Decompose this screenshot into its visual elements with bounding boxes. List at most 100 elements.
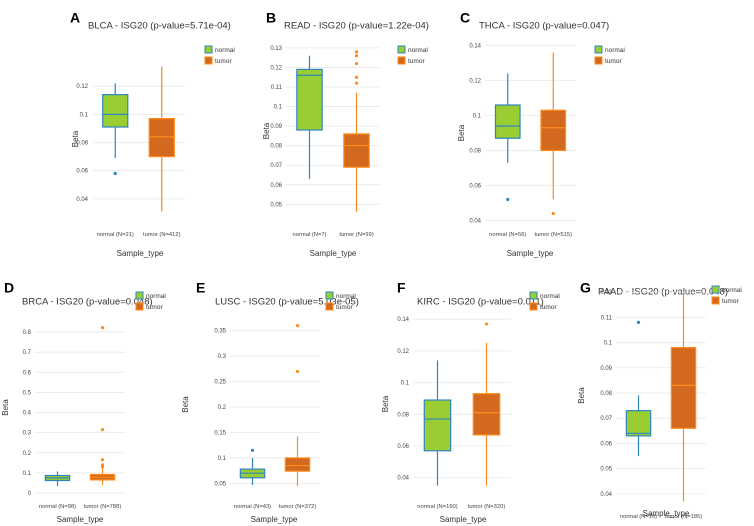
y-axis-label: Beta bbox=[1, 399, 10, 416]
box-iqr[interactable] bbox=[423, 399, 452, 452]
y-axis-label: Beta bbox=[381, 395, 390, 412]
chart-panel-b: B READ - ISG20 (p-value=1.22e-04) 0.05 0.06… bbox=[262, 9, 429, 258]
y-tick-label: 0.1 bbox=[218, 456, 227, 462]
box-tumor[interactable] bbox=[284, 324, 311, 486]
outlier-point[interactable] bbox=[551, 211, 555, 216]
y-tick-label: 0.1 bbox=[80, 112, 89, 118]
outlier-point[interactable] bbox=[250, 448, 255, 452]
x-axis-label: Sample_type bbox=[251, 515, 298, 524]
box-normal[interactable] bbox=[494, 73, 521, 202]
outlier-point[interactable] bbox=[295, 369, 300, 374]
legend-swatch-tumor bbox=[594, 56, 603, 65]
outlier-point[interactable] bbox=[506, 197, 510, 202]
y-tick-label: 0.12 bbox=[469, 79, 481, 85]
y-tick-label: 0.08 bbox=[397, 412, 409, 418]
panel-letter: C bbox=[460, 9, 470, 25]
y-axis-label: Beta bbox=[71, 130, 80, 147]
legend: normal tumor bbox=[594, 45, 625, 65]
box-iqr[interactable] bbox=[148, 117, 175, 158]
y-tick-label: 0.07 bbox=[270, 163, 282, 169]
box-iqr[interactable] bbox=[343, 133, 370, 168]
y-tick-label: 0.04 bbox=[600, 492, 612, 498]
box-tumor[interactable] bbox=[89, 326, 116, 485]
y-tick-label: 0.09 bbox=[600, 366, 612, 372]
y-tick-label: 0.1 bbox=[23, 471, 32, 477]
panel-letter: D bbox=[4, 279, 14, 295]
y-tick-label: 0.2 bbox=[218, 405, 227, 411]
chart-title: READ - ISG20 (p-value=1.22e-04) bbox=[284, 20, 429, 31]
y-tick-label: 0.05 bbox=[214, 481, 226, 487]
box-tumor[interactable] bbox=[148, 66, 175, 212]
y-tick-label: 0.08 bbox=[270, 144, 282, 150]
box-normal[interactable] bbox=[296, 55, 323, 179]
y-tick-label: 0.07 bbox=[600, 416, 612, 422]
outlier-point[interactable] bbox=[100, 458, 105, 462]
outlier-point[interactable] bbox=[354, 54, 359, 58]
y-tick-label: 0.05 bbox=[600, 467, 612, 473]
y-tick-label: 0.06 bbox=[600, 441, 612, 447]
legend-label-normal: normal bbox=[336, 293, 356, 300]
y-tick-label: 0.5 bbox=[23, 390, 32, 396]
y-tick-label: 0.12 bbox=[600, 290, 612, 296]
legend-label-normal: normal bbox=[408, 47, 428, 54]
outlier-point[interactable] bbox=[636, 320, 641, 324]
x-category-label: normal (N=98) bbox=[39, 504, 76, 510]
box-iqr[interactable] bbox=[296, 68, 323, 131]
x-category-label: normal (N=160) bbox=[417, 504, 458, 510]
box-iqr[interactable] bbox=[472, 393, 501, 436]
y-tick-label: 0.08 bbox=[469, 149, 481, 155]
box-iqr[interactable] bbox=[102, 94, 129, 128]
outlier-point[interactable] bbox=[100, 428, 105, 432]
legend-swatch-tumor bbox=[711, 296, 720, 305]
box-normal[interactable] bbox=[44, 471, 71, 486]
outlier-point[interactable] bbox=[484, 322, 489, 326]
outlier-point[interactable] bbox=[295, 324, 300, 328]
x-category-label: normal (N=7) bbox=[293, 232, 327, 238]
box-normal[interactable] bbox=[102, 83, 129, 176]
box-normal[interactable] bbox=[625, 320, 652, 457]
chart-panel-f: F KIRC - ISG20 (p-value=0.011) 0.04 0.06 0.0… bbox=[381, 279, 560, 524]
box-normal[interactable] bbox=[239, 448, 266, 485]
outlier-point[interactable] bbox=[354, 50, 359, 54]
outlier-point[interactable] bbox=[100, 463, 105, 467]
box-tumor[interactable] bbox=[670, 294, 697, 502]
chart-panel-e: E LUSC - ISG20 (p-value=5.03e-05) 0.05 0.1 0… bbox=[181, 279, 359, 524]
box-tumor[interactable] bbox=[343, 50, 370, 213]
legend-label-tumor: tumor bbox=[722, 298, 739, 305]
y-tick-label: 0.13 bbox=[270, 46, 282, 52]
y-tick-label: 0.25 bbox=[214, 380, 226, 386]
x-category-label: tumor (N=372) bbox=[279, 504, 317, 510]
y-tick-label: 0.05 bbox=[270, 202, 282, 208]
box-iqr[interactable] bbox=[540, 109, 567, 152]
chart-panel-c: C THCA - ISG20 (p-value=0.047) 0.04 0.06 0.0… bbox=[457, 9, 625, 258]
y-tick-label: 0.14 bbox=[469, 44, 481, 50]
box-tumor[interactable] bbox=[540, 52, 567, 216]
outlier-point[interactable] bbox=[354, 75, 359, 79]
box-tumor[interactable] bbox=[472, 322, 501, 486]
y-tick-label: 0.04 bbox=[469, 219, 481, 225]
y-tick-label: 0.04 bbox=[397, 476, 409, 482]
legend-label-tumor: tumor bbox=[408, 58, 425, 65]
box-iqr[interactable] bbox=[670, 346, 697, 429]
y-tick-label: 0.12 bbox=[270, 65, 282, 71]
panel-letter: A bbox=[70, 9, 80, 25]
y-tick-label: 0.1 bbox=[473, 114, 482, 120]
y-tick-label: 0.1 bbox=[274, 105, 283, 111]
y-tick-label: 0.06 bbox=[469, 184, 481, 190]
panel-letter: B bbox=[266, 9, 276, 25]
outlier-point[interactable] bbox=[100, 326, 105, 330]
box-iqr[interactable] bbox=[625, 410, 652, 437]
legend-label-tumor: tumor bbox=[215, 58, 232, 65]
outlier-point[interactable] bbox=[354, 61, 359, 66]
box-normal[interactable] bbox=[423, 360, 452, 486]
y-tick-label: 0.14 bbox=[397, 317, 409, 323]
x-category-label: normal (N=43) bbox=[234, 504, 271, 510]
box-iqr[interactable] bbox=[494, 104, 521, 139]
legend-label-normal: normal bbox=[722, 287, 742, 294]
box-iqr[interactable] bbox=[284, 457, 311, 472]
chart-title: LUSC - ISG20 (p-value=5.03e-05) bbox=[215, 296, 359, 307]
outlier-point[interactable] bbox=[354, 81, 359, 85]
y-tick-label: 0.35 bbox=[214, 329, 226, 335]
outlier-point[interactable] bbox=[113, 171, 117, 176]
